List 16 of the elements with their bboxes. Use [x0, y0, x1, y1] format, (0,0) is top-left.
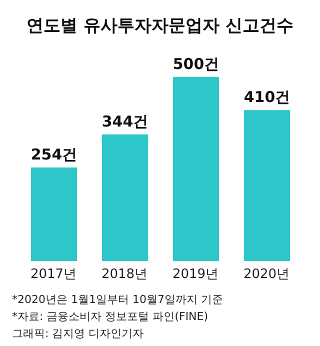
text: *자료: 금융소비자 정보포털 파인(FINE) — [12, 309, 210, 325]
x-tick-label: 2018년 — [101, 267, 148, 282]
bar — [102, 134, 148, 261]
text: *2020년은 1월1일부터 10월7일까지 기준 — [12, 292, 224, 308]
data-label: 254건 — [30, 146, 78, 164]
bar — [244, 110, 290, 261]
data-label: 344건 — [102, 112, 148, 130]
bar — [173, 77, 219, 261]
x-tick-label: 2020년 — [243, 267, 290, 282]
chart-title: 연도별 유사투자자문업자 신고건수 — [26, 15, 294, 37]
data-label: 410건 — [244, 88, 290, 106]
x-tick-label: 2017년 — [30, 267, 77, 282]
text: 그래픽: 김지영 디자인기자 — [12, 326, 145, 342]
bar — [31, 168, 77, 261]
data-label: 500건 — [172, 55, 220, 73]
x-tick-label: 2019년 — [172, 267, 219, 282]
